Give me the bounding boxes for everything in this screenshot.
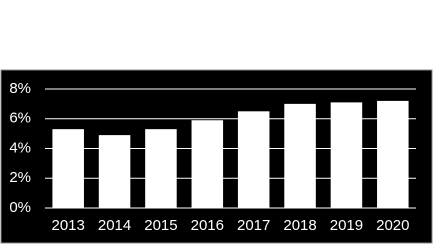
bar — [145, 129, 177, 208]
y-tick-label: 6% — [9, 110, 31, 127]
bar — [237, 111, 270, 208]
x-tick-label: 2014 — [98, 217, 131, 234]
bar — [377, 100, 409, 208]
x-tick-label: 2018 — [283, 217, 316, 234]
bar — [330, 102, 363, 208]
bar — [52, 129, 84, 208]
y-tick-label: 2% — [9, 169, 31, 186]
x-tick-label: 2017 — [237, 217, 270, 234]
y-tick-label: 0% — [9, 199, 31, 216]
x-tick-label: 2013 — [52, 217, 85, 234]
y-tick-label: 4% — [9, 139, 31, 156]
bar — [191, 120, 224, 208]
x-tick-label: 2020 — [376, 217, 409, 234]
bar — [284, 103, 316, 208]
bar — [98, 135, 131, 208]
x-tick-label: 2019 — [330, 217, 363, 234]
y-tick-label: 8% — [9, 80, 31, 97]
x-tick-label: 2015 — [144, 217, 177, 234]
x-tick-label: 2016 — [191, 217, 224, 234]
